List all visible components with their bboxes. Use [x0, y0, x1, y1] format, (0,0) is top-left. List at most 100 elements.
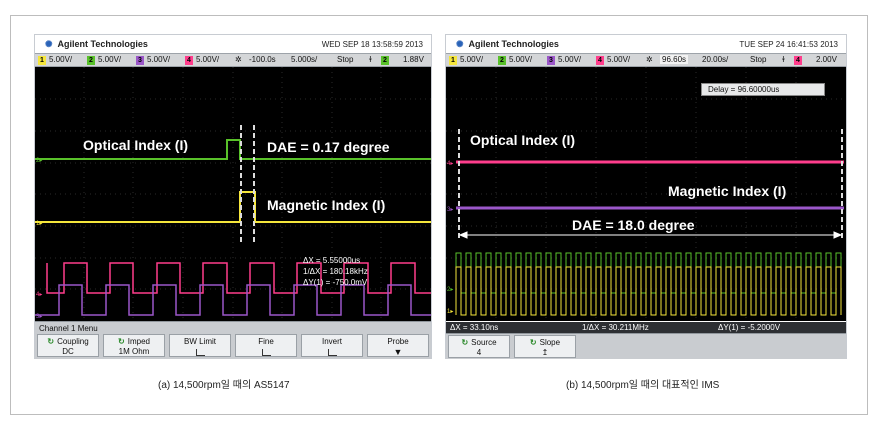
slope-softkey[interactable]: ↻ Slope ↥: [514, 335, 576, 358]
right-optical-label: Optical Index (I): [470, 132, 576, 148]
left-ch4[interactable]: 4 5.00V/: [185, 55, 219, 65]
left-meas-dx: ΔX = 5.55000us: [303, 256, 361, 265]
imped-value: 1M Ohm: [118, 347, 150, 356]
right-measurement-strip: ΔX = 33.10ns 1/ΔX = 30.211MHz ΔY(1) = -5…: [446, 322, 846, 333]
left-purple-trace: [35, 284, 431, 316]
right-ch3[interactable]: 3 5.00V/: [547, 55, 581, 65]
checkbox-icon: [261, 349, 271, 356]
trigger-edge-icon: ɫ: [369, 55, 372, 64]
right-softkey-menu: ↻ Source 4 ↻ Slope ↥: [446, 333, 846, 359]
right-cursors: [458, 129, 843, 239]
svg-text:2▸: 2▸: [447, 287, 453, 293]
left-channel-markers: 2▸ 1▸ 4▸ 3▸: [36, 158, 42, 320]
right-oscilloscope: ✺ Agilent Technologies TUE SEP 24 16:41:5…: [445, 34, 847, 359]
left-run-state[interactable]: Stop: [337, 55, 354, 64]
right-yellow-pulse-train: [455, 266, 842, 316]
left-cursors: [240, 125, 255, 242]
rotate-icon: ↻: [461, 338, 469, 347]
left-ch1[interactable]: 1 5.00V/: [38, 55, 72, 65]
left-brand-name: Agilent Technologies: [57, 39, 148, 49]
ch3-scale: 5.00V/: [147, 55, 171, 64]
left-optical-label: Optical Index (I): [83, 137, 189, 153]
probe-softkey[interactable]: Probe ▼: [367, 334, 429, 357]
left-ch2[interactable]: 2 5.00V/: [87, 55, 121, 65]
right-meas-dx: ΔX = 33.10ns: [450, 323, 499, 332]
trigger-edge-icon: ɫ: [782, 55, 785, 64]
probe-label: Probe: [387, 337, 409, 346]
right-ch1[interactable]: 1 5.00V/: [449, 55, 483, 65]
left-magnetic-label: Magnetic Index (I): [267, 197, 386, 213]
right-waveform-screen[interactable]: 4▸ 3▸ 2▸ 1▸ Delay = 96.60000us Optical I…: [446, 67, 846, 321]
left-waveform-svg: 2▸ 1▸ 4▸ 3▸: [35, 67, 431, 321]
bw-limit-label: BW Limit: [184, 337, 216, 346]
source-label: Source: [471, 338, 497, 347]
left-ch3[interactable]: 3 5.00V/: [136, 55, 170, 65]
right-datetime: TUE SEP 24 16:41:53 2013: [739, 40, 838, 49]
left-green-trace: [35, 139, 431, 160]
slope-value: ↥: [541, 348, 549, 357]
right-timebase[interactable]: 20.00s/: [702, 55, 729, 64]
source-value: 4: [476, 348, 482, 357]
left-timebase[interactable]: 5.000s/: [291, 55, 318, 64]
ch3-number: 3: [136, 56, 144, 65]
left-delay[interactable]: -100.0s: [249, 55, 276, 64]
left-trig-level[interactable]: 1.88V: [403, 55, 424, 64]
svg-text:2▸: 2▸: [36, 158, 42, 164]
slope-label: Slope: [539, 338, 561, 347]
delay-icon: ✲: [646, 55, 653, 64]
right-trig-level[interactable]: 2.00V: [816, 55, 837, 64]
left-grid: [35, 67, 431, 321]
right-delay[interactable]: 96.60s: [660, 55, 689, 64]
right-channel-bar[interactable]: 1 5.00V/ 2 5.00V/ 3 5.00V/ 4 5.00V/ ✲ 96.60s…: [446, 53, 846, 67]
ch2-number: 2: [87, 56, 95, 65]
svg-text:3▸: 3▸: [447, 207, 453, 213]
right-yellow-trace: [455, 266, 842, 316]
right-trig-channel[interactable]: 4: [794, 55, 805, 65]
right-run-state[interactable]: Stop: [750, 55, 767, 64]
left-trig-channel[interactable]: 2: [381, 55, 392, 65]
trig-channel-number: 2: [381, 56, 389, 65]
left-caption: (a) 14,500rpm일 때의 AS5147: [158, 380, 290, 391]
right-ch4[interactable]: 4 5.00V/: [596, 55, 630, 65]
figure-frame: [10, 15, 868, 415]
right-waveform-svg: 4▸ 3▸ 2▸ 1▸: [446, 67, 846, 321]
trig-channel-number: 4: [794, 56, 802, 65]
imped-softkey[interactable]: ↻ Imped 1M Ohm: [103, 334, 165, 357]
agilent-logo-icon: ✺: [45, 39, 53, 49]
fine-softkey[interactable]: Fine: [235, 334, 297, 357]
left-measurements: ΔX = 5.55000us 1/ΔX = 180.18kHz ΔY(1) = …: [303, 255, 368, 288]
svg-text:3▸: 3▸: [36, 314, 42, 320]
ch2-scale: 5.00V/: [98, 55, 122, 64]
right-delay-box: Delay = 96.60000us: [701, 83, 825, 96]
ch4-number: 4: [596, 56, 604, 65]
coupling-softkey[interactable]: ↻ Coupling DC: [37, 334, 99, 357]
delay-icon: ✲: [235, 55, 242, 64]
checkbox-icon: [195, 349, 205, 356]
svg-text:1▸: 1▸: [447, 309, 453, 315]
ch2-number: 2: [498, 56, 506, 65]
left-datetime: WED SEP 18 13:58:59 2013: [321, 40, 423, 49]
left-meas-inv: 1/ΔX = 180.18kHz: [303, 267, 368, 276]
source-softkey[interactable]: ↻ Source 4: [448, 335, 510, 358]
invert-softkey[interactable]: Invert: [301, 334, 363, 357]
left-channel-bar[interactable]: 1 5.00V/ 2 5.00V/ 3 5.00V/ 4 5.00V/ ✲ -100.0…: [35, 53, 431, 67]
left-dae-label: DAE = 0.17 degree: [267, 139, 390, 155]
rotate-icon: ↻: [529, 338, 537, 347]
left-menu-title: Channel 1 Menu: [39, 324, 98, 333]
right-channel-markers: 4▸ 3▸ 2▸ 1▸: [447, 161, 453, 315]
ch4-scale: 5.00V/: [196, 55, 220, 64]
left-brand-row: ✺ Agilent Technologies WED SEP 18 13:58:5…: [35, 35, 431, 52]
left-waveform-screen[interactable]: 2▸ 1▸ 4▸ 3▸ Optical Index (I) DAE = 0.17…: [35, 67, 431, 321]
ch2-scale: 5.00V/: [509, 55, 533, 64]
ch4-number: 4: [185, 56, 193, 65]
right-green-trace: [455, 252, 842, 294]
right-caption: (b) 14,500rpm일 때의 대표적인 IMS: [566, 380, 720, 391]
checkbox-icon: [327, 349, 337, 356]
ch4-scale: 5.00V/: [607, 55, 631, 64]
right-ch2[interactable]: 2 5.00V/: [498, 55, 532, 65]
left-meas-dy: ΔY(1) = -750.0mV: [303, 278, 368, 287]
rotate-icon: ↻: [118, 337, 125, 346]
ch1-scale: 5.00V/: [460, 55, 484, 64]
left-brand: ✺ Agilent Technologies: [45, 39, 148, 50]
bw-limit-softkey[interactable]: BW Limit: [169, 334, 231, 357]
